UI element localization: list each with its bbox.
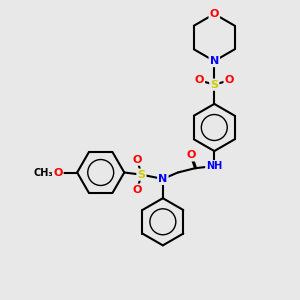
Text: S: S: [137, 169, 146, 180]
Text: N: N: [210, 56, 219, 66]
Text: CH₃: CH₃: [33, 167, 53, 178]
Text: O: O: [53, 167, 62, 178]
Text: S: S: [210, 80, 218, 90]
Text: O: O: [133, 184, 142, 195]
Text: O: O: [133, 154, 142, 165]
Text: O: O: [210, 9, 219, 19]
Text: NH: NH: [206, 161, 222, 171]
Text: O: O: [195, 75, 204, 85]
Text: N: N: [158, 174, 167, 184]
Text: O: O: [186, 150, 195, 161]
Text: O: O: [225, 75, 234, 85]
